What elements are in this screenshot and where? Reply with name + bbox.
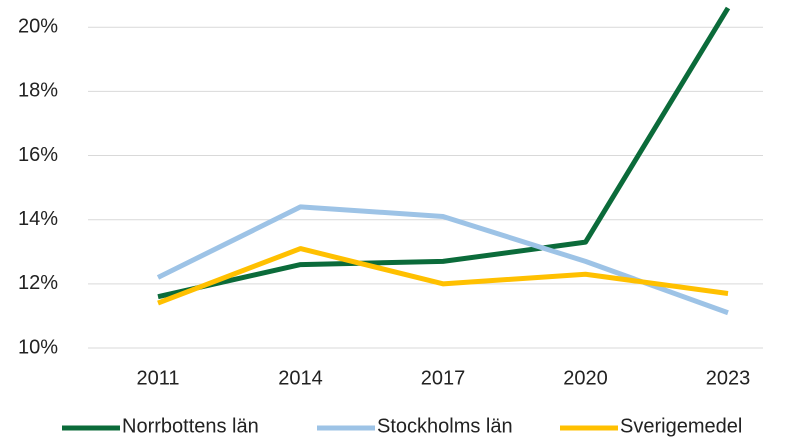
y-tick-label: 20% <box>18 16 58 38</box>
x-tick-label: 2014 <box>278 367 323 389</box>
series-line <box>157 6 731 300</box>
x-tick-label: 2023 <box>706 367 751 389</box>
x-tick-label: 2020 <box>563 367 608 389</box>
x-tick-label: 2011 <box>136 367 179 389</box>
y-tick-label: 16% <box>18 144 58 166</box>
y-tick-label: 12% <box>18 272 58 294</box>
y-tick-label: 14% <box>18 208 58 230</box>
legend-label: Sverigemedel <box>620 415 742 437</box>
legend-label: Stockholms län <box>377 415 513 437</box>
y-tick-label: 18% <box>18 80 58 102</box>
legend-label: Norrbottens län <box>122 415 259 437</box>
x-tick-label: 2017 <box>421 367 466 389</box>
y-tick-label: 10% <box>18 336 58 358</box>
series-line <box>157 246 729 306</box>
